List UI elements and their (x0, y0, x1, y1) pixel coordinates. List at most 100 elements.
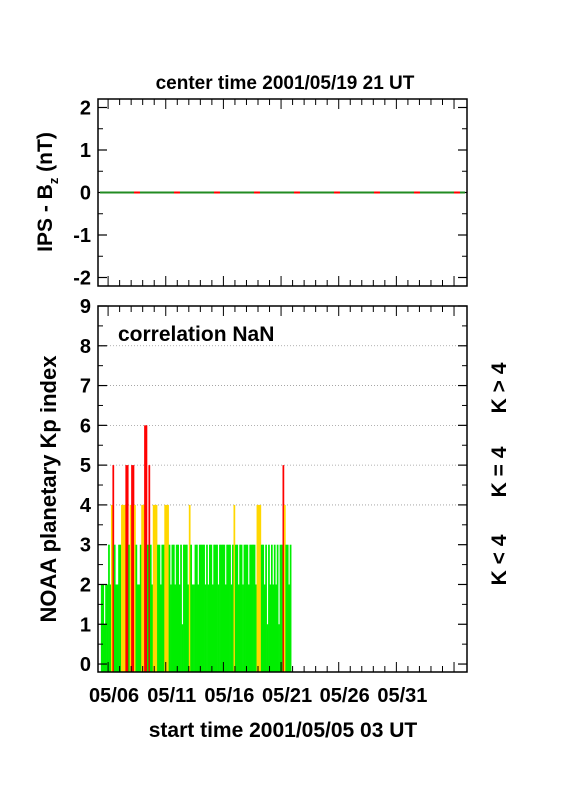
kp-bar (257, 504, 260, 672)
kp-bar (154, 504, 156, 672)
kp-bar (283, 504, 286, 672)
kp-bar (216, 544, 218, 672)
kp-bar (172, 544, 175, 672)
kp-bar (105, 584, 107, 672)
kp-bar (229, 544, 231, 672)
top-plot-frame (97, 98, 468, 287)
kp-bar (200, 544, 203, 672)
kp-bar (161, 544, 164, 672)
kp-bar (246, 544, 249, 672)
kp-bar (233, 504, 236, 672)
kp-bar (207, 584, 210, 672)
kp-bar (155, 504, 158, 672)
top-ytick-label: -1 (73, 225, 91, 247)
kp-bar (221, 544, 224, 672)
legend-k-gt4: K > 4 (488, 362, 511, 413)
kp-bar (197, 584, 200, 672)
kp-bar (159, 584, 162, 672)
bottom-x-axis-label: start time 2001/05/05 03 UT (149, 719, 418, 742)
kp-bar (276, 544, 279, 672)
top-y-axis-label-subscript: z (46, 177, 61, 184)
kp-bar (149, 544, 152, 672)
top-ytick-label: -2 (73, 268, 91, 290)
legend-k-eq4: K = 4 (488, 446, 511, 497)
bottom-ytick-label: 8 (80, 336, 91, 358)
kp-bar (123, 504, 126, 672)
bottom-ytick-label: 0 (80, 654, 91, 676)
kp-bar (174, 584, 177, 672)
kp-bar (147, 544, 149, 672)
bottom-ytick-label: 6 (80, 415, 91, 437)
top-ytick-label: 2 (80, 98, 91, 120)
kp-bar (220, 544, 223, 672)
top-y-axis-label: IPS - Bz (nT) (34, 132, 61, 252)
kp-bar (121, 504, 123, 672)
bottom-y-axis-label: NOAA planetary Kp index (36, 355, 61, 623)
kp-bar (152, 504, 155, 672)
kp-bar (180, 544, 182, 672)
kp-bar (144, 425, 146, 672)
kp-bar (142, 504, 145, 672)
kp-bar (226, 544, 229, 672)
kp-bar (252, 544, 254, 672)
kp-bar (191, 584, 194, 672)
kp-bar (268, 544, 270, 672)
kp-bar (245, 544, 247, 672)
kp-bar (175, 544, 178, 672)
legend-k-lt4: K < 4 (488, 534, 511, 585)
kp-bar (109, 584, 112, 672)
kp-bar (234, 544, 237, 672)
top-chart-title: center time 2001/05/19 21 UT (156, 73, 415, 94)
kp-bar (119, 544, 122, 672)
kp-bar (185, 544, 188, 672)
bottom-ytick-label: 5 (80, 455, 91, 477)
kp-legend: K > 4 K = 4 K < 4 (488, 362, 511, 585)
kp-bar (255, 584, 257, 672)
kp-bar (285, 544, 288, 672)
kp-bar (170, 584, 172, 672)
kp-bar (112, 465, 115, 672)
kp-bar (275, 584, 278, 672)
kp-bar (198, 544, 201, 672)
kp-bar (236, 544, 239, 672)
kp-bar (279, 544, 282, 672)
kp-bar (108, 544, 110, 672)
kp-bar (204, 584, 207, 672)
kp-bar (230, 584, 233, 672)
kp-bar (129, 504, 132, 672)
kp-bar (125, 465, 128, 672)
kp-bar (232, 544, 234, 672)
kp-bar (242, 584, 244, 672)
kp-bar (165, 504, 168, 672)
kp-bar (269, 584, 272, 672)
kp-bar (102, 584, 105, 672)
kp-bar (135, 544, 138, 672)
kp-bar (141, 504, 143, 672)
kp-bar (181, 624, 184, 672)
kp-bar (103, 624, 106, 672)
bottom-ytick-label: 3 (80, 535, 91, 557)
kp-bar (113, 544, 116, 672)
kp-bar (167, 504, 169, 672)
kp-bar (177, 544, 180, 672)
kp-bar (206, 544, 208, 672)
kp-bar (126, 465, 129, 672)
kp-bar (201, 544, 204, 672)
kp-bar (213, 544, 216, 672)
kp-bar (184, 544, 187, 672)
bottom-xtick-label: 05/16 (204, 685, 254, 707)
kp-bar (122, 504, 125, 672)
kp-bar (211, 584, 214, 672)
kp-bar (134, 504, 136, 672)
kp-bar (289, 544, 292, 672)
bottom-ytick-label: 4 (80, 495, 92, 517)
kp-bar (272, 584, 275, 672)
kp-bar (273, 544, 276, 672)
kp-bar (239, 544, 241, 672)
kp-bar (265, 544, 267, 672)
kp-bar (188, 504, 191, 672)
kp-bar (249, 544, 252, 672)
kp-bar (208, 544, 211, 672)
kp-bar (278, 624, 280, 672)
